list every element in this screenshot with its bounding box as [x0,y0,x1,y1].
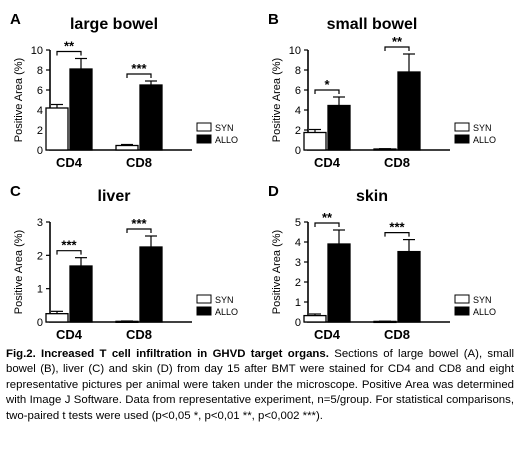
legend-label: ALLO [215,307,238,317]
significance-bracket [56,250,82,255]
bar-syn-cd4 [45,107,69,151]
bar-syn-cd8 [115,144,139,151]
x-category-label: CD4 [56,327,83,342]
y-tick-label: 5 [295,217,301,229]
legend-label: SYN [473,295,492,305]
y-tick-label: 0 [37,317,43,329]
y-tick-label: 1 [295,297,301,309]
significance-label: ** [64,39,75,54]
y-tick-label: 2 [295,125,301,137]
panel-letter: D [268,183,279,200]
y-tick-label: 6 [37,85,43,97]
y-tick-label: 8 [295,65,301,77]
y-tick-label: 4 [295,105,301,117]
panel-letter: C [10,183,21,200]
legend-swatch-syn [196,122,212,132]
legend-label: ALLO [215,135,238,145]
x-category-label: CD8 [126,155,152,170]
bar-allo-cd4 [69,265,93,323]
bar-allo-cd4 [69,68,93,151]
x-category-label: CD8 [384,155,410,170]
significance-label: * [324,77,330,92]
y-tick-label: 0 [295,145,301,157]
x-category-label: CD8 [384,327,410,342]
x-category-label: CD4 [314,327,341,342]
y-axis-label: Positive Area (%) [271,230,283,314]
significance-bracket [56,50,82,56]
y-tick-label: 0 [37,145,43,157]
bar-syn-cd4 [303,314,327,323]
legend-swatch-syn [454,294,470,304]
y-tick-label: 2 [37,125,43,137]
bar-syn-cd4 [303,131,327,151]
legend-label: ALLO [473,135,496,145]
legend-swatch-syn [454,122,470,132]
y-tick-label: 3 [295,257,301,269]
panel-letter: B [268,11,279,28]
y-tick-label: 0 [295,317,301,329]
significance-bracket [126,228,152,233]
panel-title: skin [356,188,388,205]
y-tick-label: 2 [295,277,301,289]
panel-title: liver [98,188,131,205]
y-tick-label: 10 [289,45,301,57]
legend-swatch-allo [454,306,470,316]
legend-label: SYN [215,295,234,305]
legend-swatch-allo [196,306,212,316]
y-tick-label: 3 [37,217,43,229]
y-tick-label: 10 [31,45,43,57]
significance-bracket [384,46,410,51]
significance-bracket [314,222,340,227]
panel-letter: A [10,11,21,28]
significance-bracket [384,232,410,237]
significance-label: *** [389,220,405,235]
legend-label: ALLO [473,307,496,317]
y-tick-label: 2 [37,250,43,262]
significance-label: ** [322,210,333,225]
bar-allo-cd8 [397,71,421,151]
y-tick-label: 4 [295,237,301,249]
caption-title: Fig.2. Increased T cell infiltration in … [6,348,329,360]
panel-title: small bowel [327,16,418,33]
x-category-label: CD8 [126,327,152,342]
legend-label: SYN [473,123,492,133]
significance-label: *** [61,238,77,253]
bar-allo-cd8 [139,84,163,151]
bar-allo-cd8 [397,250,421,323]
legend-swatch-allo [196,134,212,144]
significance-label: *** [131,216,147,231]
x-category-label: CD4 [56,155,83,170]
x-category-label: CD4 [314,155,341,170]
y-axis-label: Positive Area (%) [13,58,25,142]
caption-body: Sections of large bowel (A), small bowel… [6,348,515,422]
y-axis-label: Positive Area (%) [13,230,25,314]
significance-label: *** [131,61,147,76]
bar-allo-cd4 [327,243,351,323]
y-tick-label: 4 [37,105,43,117]
y-tick-label: 6 [295,85,301,97]
legend-swatch-syn [196,294,212,304]
legend-swatch-allo [454,134,470,144]
legend-label: SYN [215,123,234,133]
significance-label: ** [392,34,403,49]
bar-allo-cd4 [327,104,351,151]
bar-allo-cd8 [139,246,163,323]
y-tick-label: 1 [37,284,43,296]
bar-syn-cd4 [45,313,69,323]
panel-title: large bowel [70,16,158,33]
y-axis-label: Positive Area (%) [271,58,283,142]
y-tick-label: 8 [37,65,43,77]
figure-caption: Fig.2. Increased T cell infiltration in … [6,347,514,424]
significance-bracket [314,89,340,94]
significance-bracket [126,73,152,78]
